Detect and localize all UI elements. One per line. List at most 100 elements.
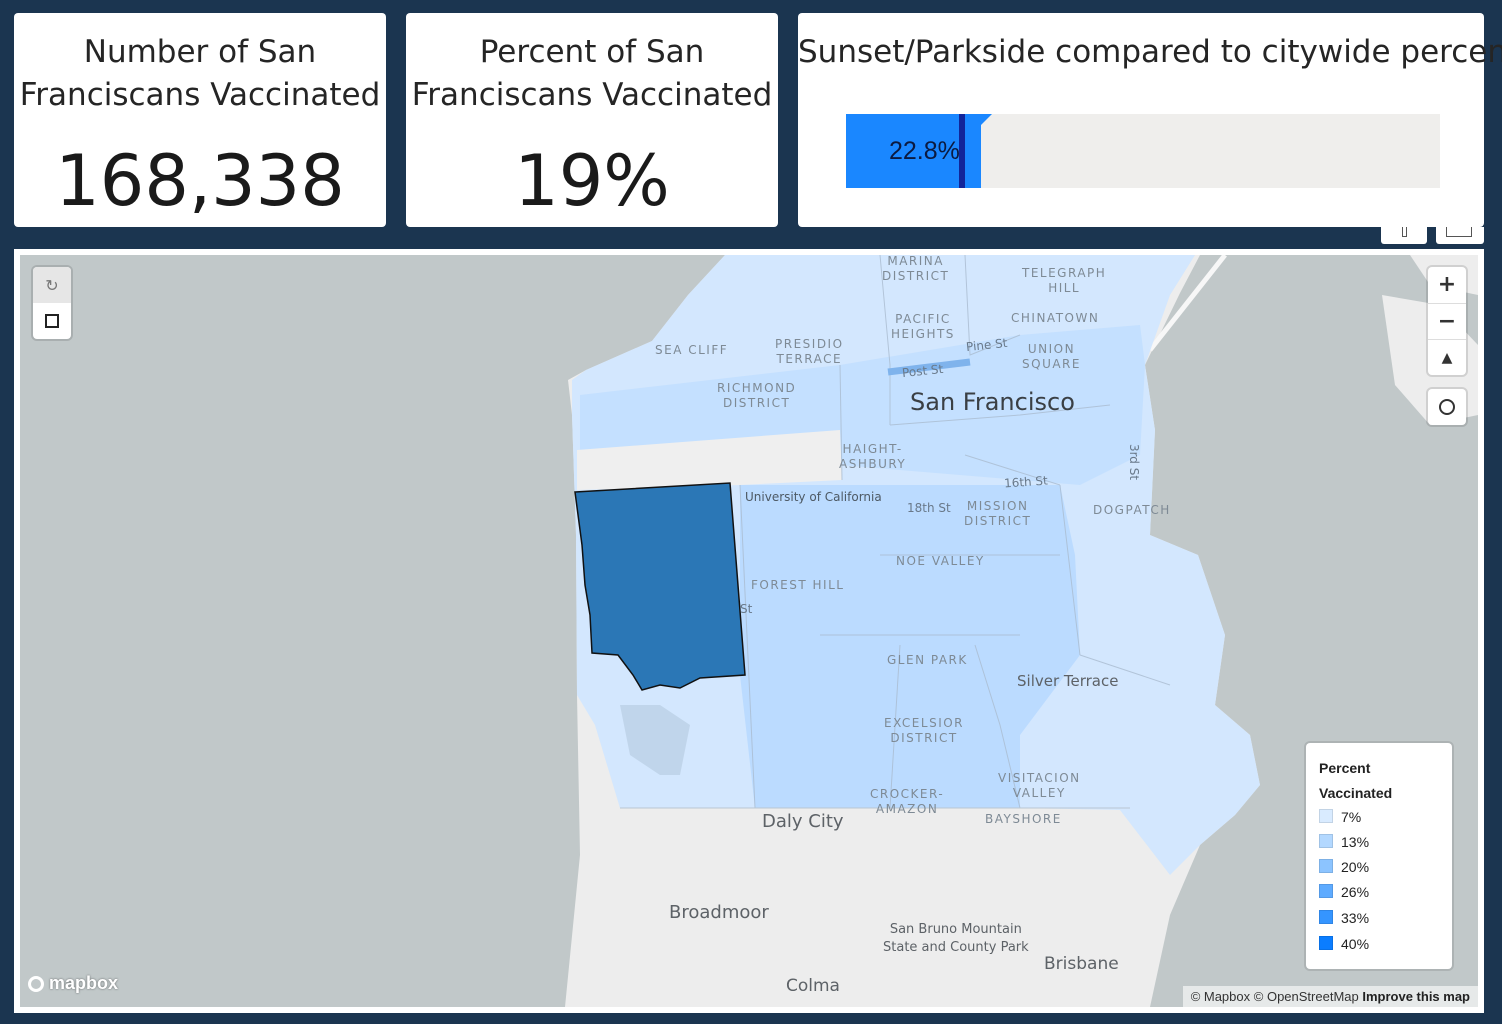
compass-button[interactable]: ▲ — [1428, 339, 1466, 376]
post-st-highlight — [887, 358, 971, 376]
locate-control — [1428, 389, 1466, 425]
mapbox-logo-text: mapbox — [49, 973, 119, 993]
label-dogpatch: DOGPATCH — [1093, 503, 1171, 517]
label-visitacion-1: VISITACION — [998, 771, 1081, 785]
label-presidio-2: TERRACE — [776, 352, 843, 366]
more-options-icon — [1446, 227, 1472, 237]
legend-title: Percent Vaccinated — [1319, 756, 1439, 806]
legend-swatch — [1319, 884, 1333, 898]
more-options-tab[interactable] — [1436, 227, 1484, 244]
focus-mode-tab[interactable] — [1381, 227, 1427, 244]
box-select-icon — [45, 314, 59, 328]
label-silver-terrace: Silver Terrace — [1017, 672, 1119, 690]
label-union-square: UNION SQUARE — [1022, 342, 1081, 372]
mapbox-logo[interactable]: mapbox — [28, 973, 118, 994]
focus-mode-icon — [1402, 227, 1407, 237]
legend-item: 33% — [1319, 908, 1369, 928]
label-haight-2: ASHBURY — [839, 457, 907, 471]
vaccinated-count-value: 168,338 — [55, 140, 345, 222]
legend-title-line2: Vaccinated — [1319, 785, 1393, 801]
label-mission: MISSION DISTRICT — [964, 499, 1031, 529]
label-pacific-1: PACIFIC — [895, 312, 951, 326]
neighborhoods-mid — [740, 485, 1080, 808]
label-union-1: UNION — [1027, 342, 1076, 356]
label-colma: Colma — [786, 976, 840, 996]
label-richmond-2: DISTRICT — [722, 396, 791, 410]
map-legend: Percent Vaccinated 7% 13% 20% 26% 33% 40… — [1306, 743, 1452, 969]
legend-item: 13% — [1319, 832, 1369, 852]
label-marina-1: MARINA — [887, 255, 944, 268]
label-mission-2: DISTRICT — [964, 514, 1032, 528]
vaccinated-count-card: Number of San Franciscans Vaccinated 168… — [14, 13, 386, 227]
legend-swatch — [1319, 910, 1333, 924]
vaccinated-percent-title: Percent of San Franciscans Vaccinated — [406, 31, 778, 117]
label-pacific-heights: PACIFIC HEIGHTS — [891, 312, 955, 342]
label-3rd-st: 3rd St — [1127, 443, 1142, 481]
label-visitacion-2: VALLEY — [1012, 786, 1066, 800]
locate-button[interactable] — [1428, 389, 1466, 425]
legend-swatch — [1319, 859, 1333, 873]
legend-title-line1: Percent — [1319, 760, 1371, 776]
label-visitacion: VISITACION VALLEY — [998, 771, 1081, 801]
label-san-bruno-2: State and County Park — [883, 940, 1029, 955]
legend-swatch — [1319, 809, 1333, 823]
vaccinated-count-title: Number of San Franciscans Vaccinated — [14, 31, 386, 117]
label-haight-ashbury: HAIGHT- ASHBURY — [839, 442, 906, 472]
vaccinated-count-title-line1: Number of San — [83, 34, 317, 70]
golden-gate-park — [577, 430, 842, 490]
label-university: University of California — [745, 490, 882, 504]
map-canvas[interactable] — [20, 255, 1478, 1007]
label-telegraph-1: TELEGRAPH — [1022, 266, 1107, 280]
vaccinated-percent-title-line1: Percent of San — [479, 34, 705, 70]
comparison-bar-fill — [846, 114, 981, 188]
label-haight-1: HAIGHT- — [842, 442, 903, 456]
label-excelsior-1: EXCELSIOR — [884, 716, 965, 730]
label-san-bruno-park: San Bruno Mountain State and County Park — [883, 921, 1029, 957]
label-san-francisco: San Francisco — [910, 388, 1075, 416]
lake-merced — [620, 705, 690, 775]
label-daly-city: Daly City — [762, 811, 844, 832]
improve-map-link[interactable]: Improve this map — [1362, 989, 1470, 1004]
label-mission-1: MISSION — [966, 499, 1029, 513]
sunset-parkside-district — [574, 482, 746, 691]
zoom-out-button[interactable]: − — [1428, 303, 1466, 340]
comparison-title: Sunset/Parkside compared to citywide per… — [798, 34, 1502, 70]
legend-item: 7% — [1319, 807, 1361, 827]
legend-item-label: 33% — [1341, 910, 1370, 926]
rotate-tool-button[interactable]: ↻ — [33, 267, 71, 303]
vaccination-map[interactable]: MARINA DISTRICT TELEGRAPH HILL PACIFIC H… — [20, 255, 1478, 1007]
map-attribution: © Mapbox © OpenStreetMap Improve this ma… — [1182, 986, 1478, 1007]
box-select-button[interactable] — [33, 303, 71, 339]
legend-item-label: 40% — [1341, 936, 1370, 952]
mapbox-logo-icon — [28, 976, 44, 992]
comparison-card: Sunset/Parkside compared to citywide per… — [798, 13, 1502, 227]
vaccinated-percent-card: Percent of San Franciscans Vaccinated 19… — [406, 13, 778, 227]
bay-bridge — [1148, 255, 1227, 352]
zoom-in-button[interactable]: + — [1437, 272, 1457, 297]
legend-item: 26% — [1319, 882, 1369, 902]
label-richmond: RICHMOND DISTRICT — [717, 381, 796, 411]
label-san-bruno-1: San Bruno Mountain — [889, 922, 1022, 937]
legend-item-label: 13% — [1341, 834, 1370, 850]
label-forest-hill: FOREST HILL — [751, 578, 845, 592]
label-18th-st: 18th St — [907, 501, 951, 515]
label-glen-park: GLEN PARK — [887, 653, 968, 667]
label-brisbane: Brisbane — [1044, 954, 1119, 974]
attribution-osm-link[interactable]: © OpenStreetMap — [1253, 989, 1359, 1004]
legend-item: 40% — [1319, 934, 1369, 954]
label-telegraph-hill: TELEGRAPH HILL — [1022, 266, 1106, 296]
navigation-controls: + − ▲ — [1428, 267, 1466, 375]
legend-item: 20% — [1319, 857, 1369, 877]
label-excelsior: EXCELSIOR DISTRICT — [884, 716, 964, 746]
vaccinated-percent-value: 19% — [514, 140, 670, 222]
label-marina-2: DISTRICT — [882, 269, 950, 283]
label-broadmoor: Broadmoor — [669, 902, 769, 923]
attribution-mapbox-link[interactable]: © Mapbox — [1190, 989, 1251, 1004]
vaccinated-count-title-line2: Franciscans Vaccinated — [19, 77, 381, 113]
map-frame: MARINA DISTRICT TELEGRAPH HILL PACIFIC H… — [14, 249, 1484, 1013]
legend-item-label: 20% — [1341, 859, 1370, 875]
label-presidio-terrace: PRESIDIO TERRACE — [775, 337, 844, 367]
rotate-icon: ↻ — [45, 276, 59, 295]
citywide-marker — [959, 114, 965, 188]
label-telegraph-2: HILL — [1048, 281, 1081, 295]
